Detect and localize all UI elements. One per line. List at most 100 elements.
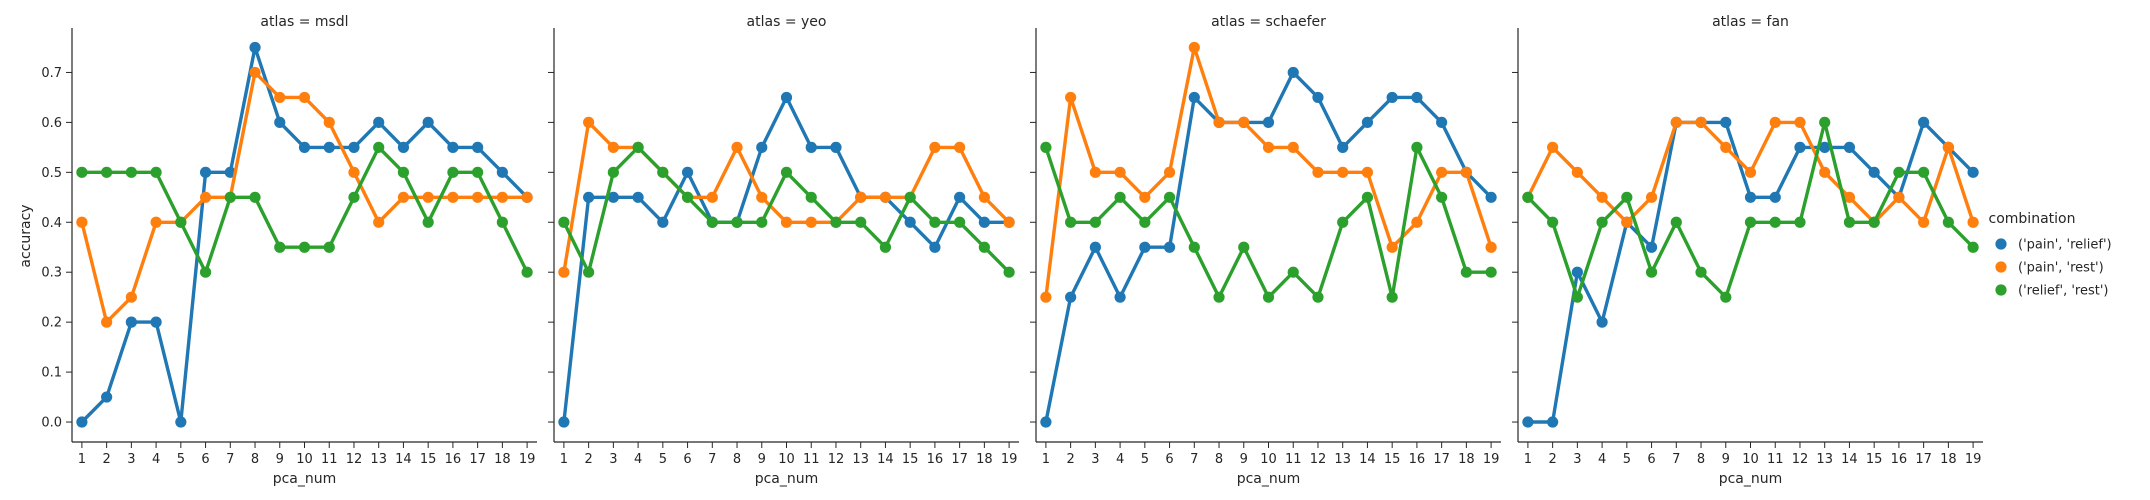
data-point — [879, 241, 892, 253]
x-tick-label: 18 — [1940, 452, 1957, 467]
data-point — [397, 191, 410, 203]
x-tick-label: 3 — [609, 452, 617, 467]
x-tick-label: 15 — [902, 452, 919, 467]
x-tick-label: 1 — [1524, 452, 1532, 467]
legend-marker — [1995, 284, 2007, 296]
data-point — [954, 191, 966, 203]
data-point — [1361, 166, 1374, 178]
data-point — [348, 191, 360, 203]
data-point — [731, 216, 743, 228]
data-point — [1485, 241, 1497, 253]
data-point — [879, 191, 892, 203]
data-point — [756, 141, 768, 153]
data-point — [1114, 291, 1126, 303]
data-point — [1337, 141, 1349, 153]
data-point — [1621, 191, 1633, 203]
data-point — [422, 216, 434, 228]
data-point — [447, 191, 459, 203]
data-point — [1386, 91, 1398, 104]
data-point — [1868, 216, 1880, 228]
x-tick-label: 19 — [1965, 452, 1982, 467]
data-point — [657, 166, 669, 178]
data-point — [1312, 166, 1324, 178]
data-point — [1262, 116, 1275, 128]
x-tick-label: 12 — [828, 452, 845, 467]
data-point — [1436, 191, 1448, 203]
data-point — [1794, 116, 1806, 128]
data-point — [496, 191, 508, 203]
data-point — [373, 141, 385, 153]
data-point — [929, 216, 941, 228]
data-point — [904, 191, 916, 203]
x-tick-label: 14 — [395, 452, 412, 467]
x-tick-label: 13 — [1334, 452, 1351, 467]
data-point — [1485, 266, 1497, 278]
data-point — [1819, 141, 1831, 153]
data-point — [323, 116, 335, 128]
data-point — [632, 141, 644, 153]
data-point — [1695, 266, 1707, 278]
data-point — [1769, 216, 1781, 228]
data-point — [274, 241, 286, 253]
x-tick-label: 4 — [634, 452, 642, 467]
data-point — [1337, 166, 1349, 178]
x-tick-label: 10 — [1260, 452, 1277, 467]
data-point — [1547, 141, 1559, 153]
data-point — [1720, 291, 1732, 303]
x-tick-label: 15 — [1384, 452, 1401, 467]
x-tick-label: 7 — [1190, 452, 1198, 467]
data-point — [1720, 116, 1732, 128]
y-tick-label: 0.5 — [41, 166, 62, 181]
data-point — [274, 116, 286, 128]
data-point — [1645, 241, 1658, 253]
data-point — [1596, 316, 1608, 328]
legend-entry-label: ('relief', 'rest') — [2018, 284, 2109, 299]
data-point — [150, 216, 162, 228]
data-point — [830, 216, 842, 228]
data-point — [1312, 291, 1324, 303]
data-point — [1386, 291, 1398, 303]
data-point — [1794, 216, 1806, 228]
data-point — [558, 266, 570, 278]
y-tick-label: 0.6 — [41, 116, 62, 131]
data-point — [1596, 216, 1608, 228]
data-point — [583, 191, 595, 203]
x-tick-label: 6 — [1165, 452, 1173, 467]
x-tick-label: 5 — [1141, 452, 1149, 467]
x-tick-label: 6 — [1647, 452, 1655, 467]
data-point — [1188, 41, 1200, 54]
data-point — [1139, 216, 1151, 228]
data-point — [1188, 241, 1200, 253]
data-point — [1262, 291, 1275, 303]
data-point — [1065, 91, 1077, 104]
data-point — [1547, 216, 1559, 228]
data-point — [1744, 191, 1757, 203]
x-tick-label: 8 — [1215, 452, 1223, 467]
data-point — [583, 116, 595, 128]
data-point — [1843, 191, 1856, 203]
data-point — [1436, 116, 1448, 128]
data-point — [830, 141, 842, 153]
y-tick-label: 0.3 — [41, 266, 62, 281]
data-point — [780, 216, 793, 228]
x-tick-label: 12 — [1792, 452, 1809, 467]
y-tick-label: 0.4 — [41, 216, 62, 231]
y-tick-label: 0.0 — [41, 416, 62, 431]
y-tick-label: 0.1 — [41, 366, 62, 381]
series-line — [80, 70, 529, 324]
data-point — [607, 141, 619, 153]
x-tick-label: 11 — [1285, 452, 1302, 467]
x-tick-label: 11 — [1767, 452, 1784, 467]
data-point — [101, 316, 113, 328]
data-point — [731, 141, 743, 153]
data-point — [1163, 166, 1176, 178]
x-tick-label: 2 — [102, 452, 110, 467]
x-tick-label: 15 — [420, 452, 437, 467]
y-axis-label: accuracy — [18, 204, 34, 267]
x-tick-label: 12 — [1310, 452, 1327, 467]
x-tick-label: 8 — [1697, 452, 1705, 467]
x-tick-label: 9 — [758, 452, 766, 467]
data-point — [978, 191, 990, 203]
data-point — [1436, 166, 1448, 178]
x-tick-label: 10 — [778, 452, 795, 467]
